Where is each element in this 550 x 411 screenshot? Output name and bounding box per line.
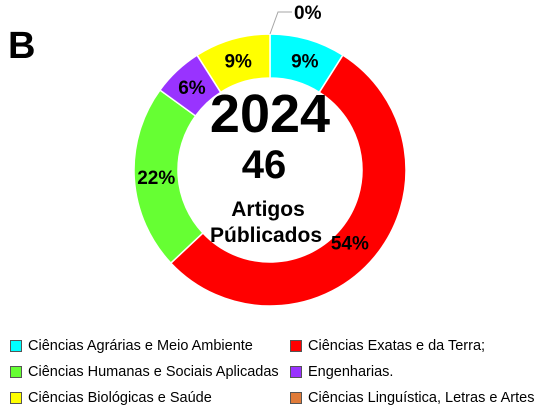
slice-label-engenharias: 6% [178,78,206,99]
legend-item-ciencias-linguistica-letras-e-artes: Ciências Linguística, Letras e Artes [290,390,540,406]
slice-labels: 9% 54% 22% 6% 9% 0% [137,3,369,255]
legend-label: Ciências Agrárias e Meio Ambiente [28,338,253,354]
chart-legend: Ciências Agrárias e Meio Ambiente Ciência… [10,338,546,406]
legend-swatch [10,340,22,352]
center-count: 46 [242,143,287,187]
slice-label-ciencias-exatas-e-da-terra: 54% [331,234,369,255]
center-year: 2024 [210,84,330,144]
legend-label: Ciências Biológicas e Saúde [28,390,212,406]
slice-leader-ciencias-linguistica-letras-e-artes [269,11,292,35]
legend-swatch [290,340,302,352]
legend-item-ciencias-agrarias-e-meio-ambiente: Ciências Agrárias e Meio Ambiente [10,338,290,354]
slice-ciencias-exatas-e-da-terra [169,54,407,307]
legend-item-ciencias-exatas-e-da-terra: Ciências Exatas e da Terra; [290,338,540,354]
legend-item-engenharias: Engenharias. [290,364,540,380]
legend-label: Ciências Linguística, Letras e Artes [308,390,535,406]
center-caption-line1: Artigos [231,198,305,221]
donut-chart: B 9% 54% 22% 6% 9% 0% 2024 46 Artigos Pública… [8,3,407,307]
legend-item-ciencias-biologicas-e-saude: Ciências Biológicas e Saúde [10,390,290,406]
slice-ciencias-biologicas-e-saude [196,33,271,94]
legend-swatch [10,366,22,378]
panel-label: B [8,25,35,67]
legend-swatch [290,392,302,404]
legend-item-ciencias-humanas-e-sociais-aplicadas: Ciências Humanas e Sociais Aplicadas [10,364,290,380]
donut-slices [133,33,407,307]
slice-label-ciencias-biologicas-e-saude: 9% [224,52,252,73]
legend-swatch [10,392,22,404]
center-caption-line2: Públicados [210,224,322,247]
legend-label: Engenharias. [308,364,394,380]
legend-label: Ciências Exatas e da Terra; [308,338,486,354]
slice-label-ciencias-agrarias-e-meio-ambiente: 9% [291,52,319,73]
legend-label: Ciências Humanas e Sociais Aplicadas [28,364,279,380]
slice-label-ciencias-linguistica-letras-e-artes: 0% [294,3,322,24]
legend-swatch [290,366,302,378]
slice-label-ciencias-humanas-e-sociais-aplicadas: 22% [137,168,175,189]
